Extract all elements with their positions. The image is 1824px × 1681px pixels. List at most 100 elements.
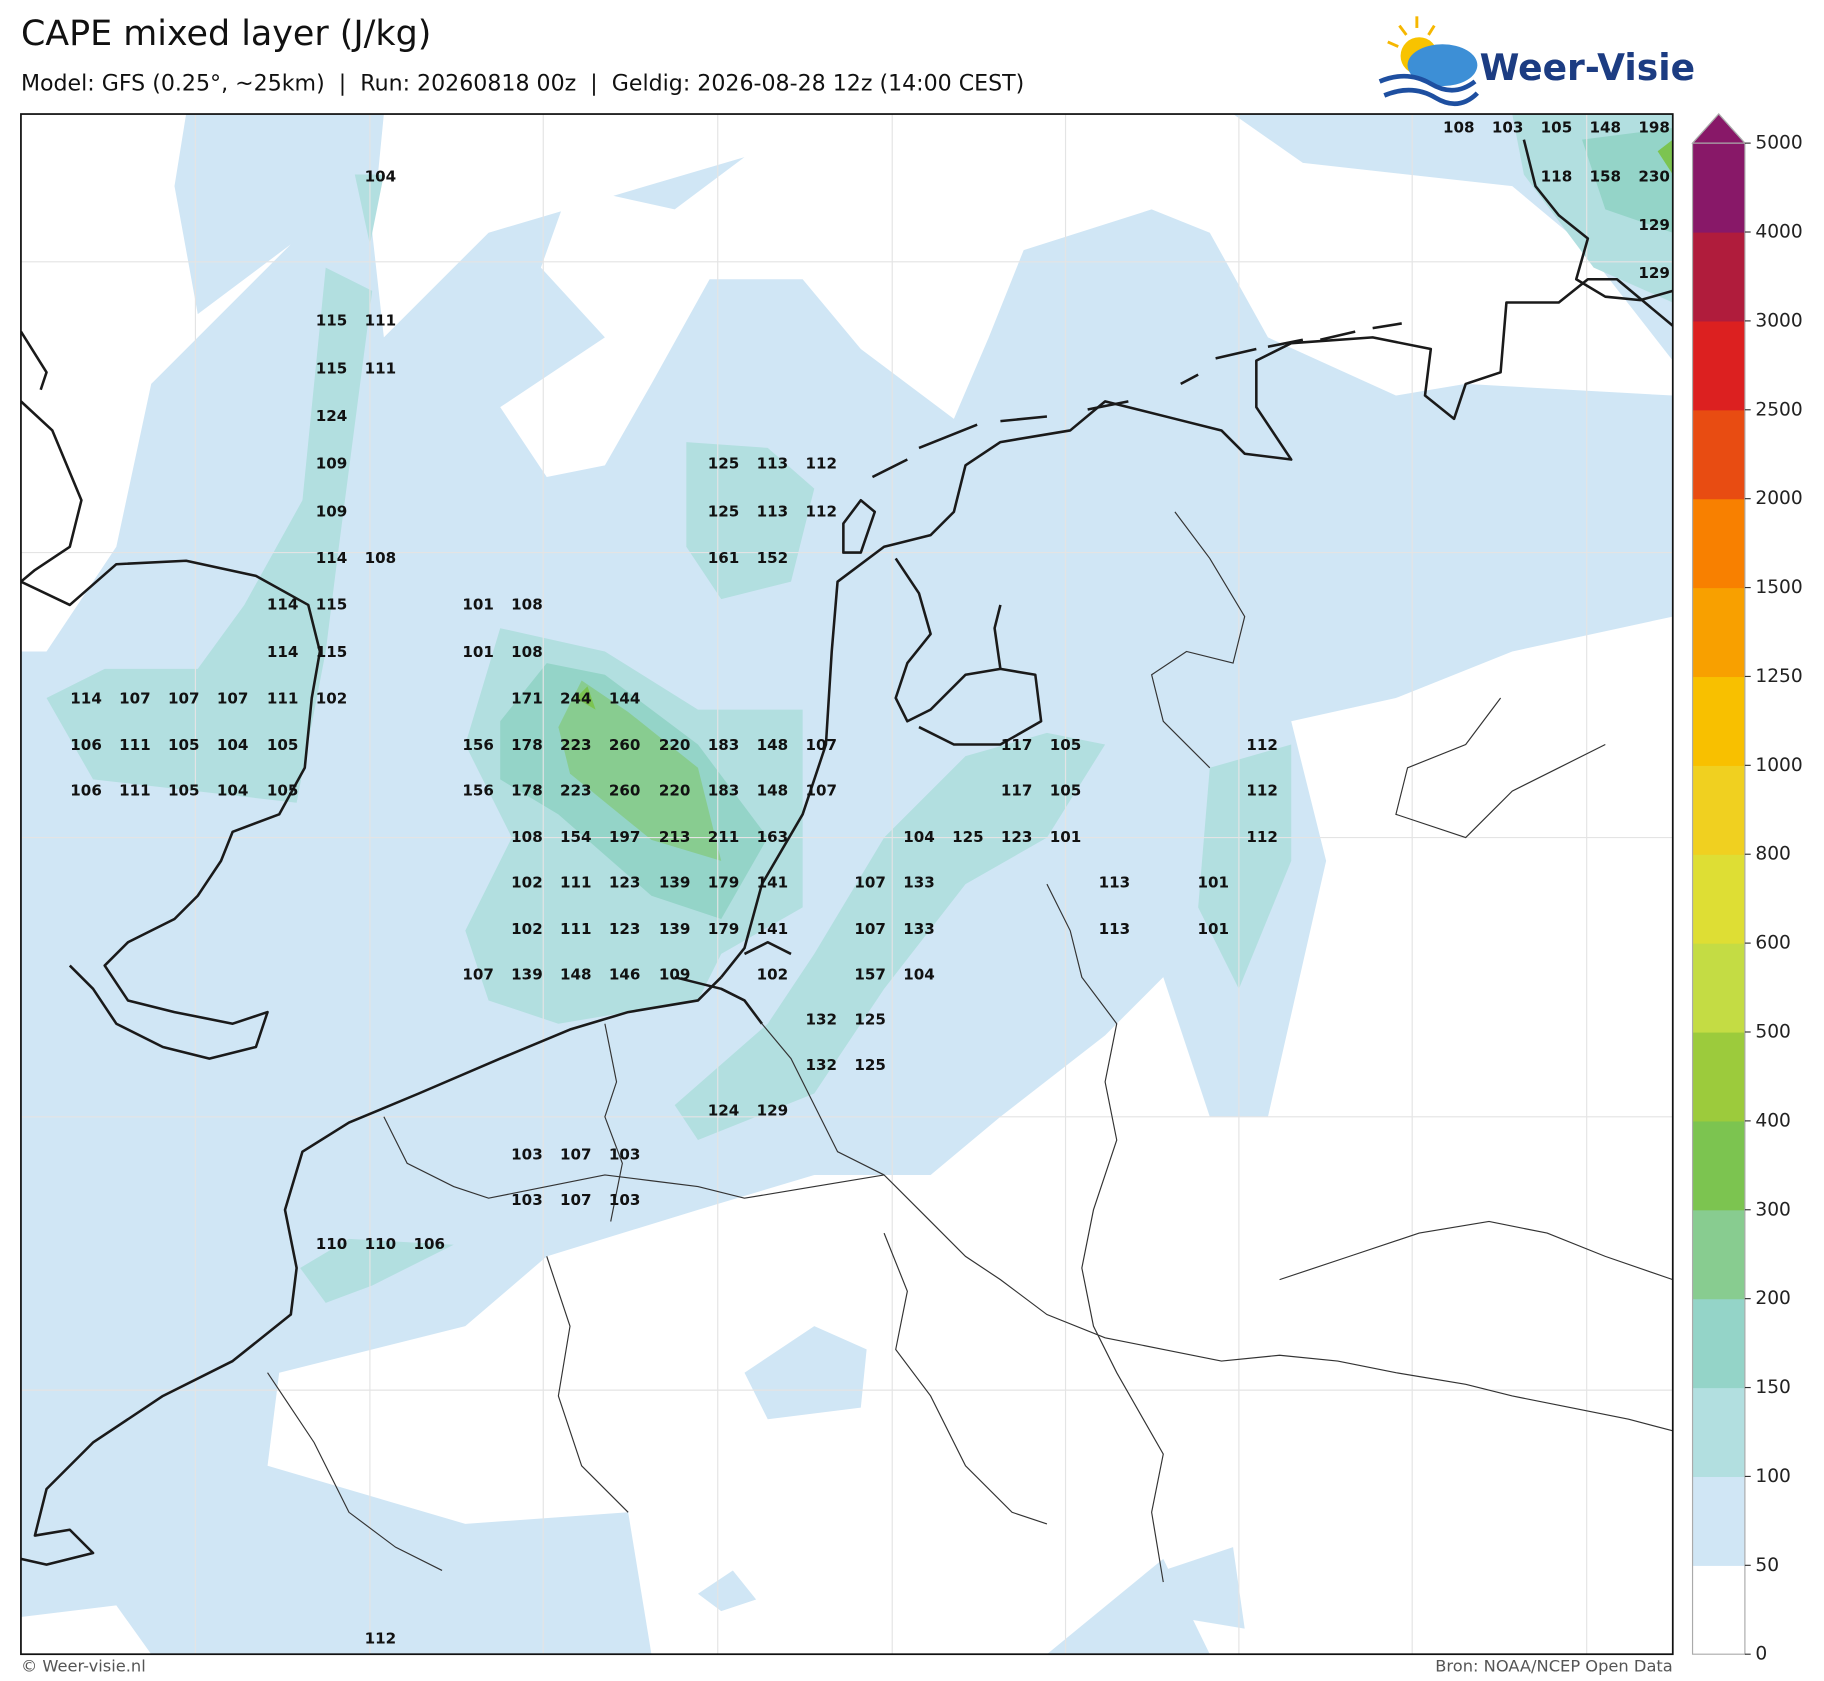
cape-value-label: 118 [1541, 167, 1573, 185]
colorbar-tick-label: 600 [1755, 933, 1791, 954]
title: CAPE mixed layer (J/kg) [21, 14, 431, 54]
colorbar-segment [1692, 1298, 1745, 1389]
cape-value-label: 113 [757, 455, 789, 473]
colorbar-tick-label: 5000 [1755, 133, 1802, 154]
cape-value-label: 171 [511, 690, 543, 708]
cape-value-label: 197 [609, 828, 641, 846]
cape-value-label: 148 [757, 782, 789, 800]
cape-value-label: 108 [365, 549, 397, 567]
cape-value-label: 110 [365, 1235, 397, 1253]
colorbar-segment [1692, 1387, 1745, 1478]
cape-value-label: 107 [560, 1191, 592, 1209]
cape-value-label: 114 [70, 690, 102, 708]
cape-value-label: 141 [757, 920, 789, 938]
map-frame [20, 113, 1674, 1656]
cape-value-label: 112 [805, 455, 837, 473]
colorbar-segment [1692, 943, 1745, 1033]
cape-value-label: 141 [757, 873, 789, 891]
cape-value-label: 161 [708, 549, 740, 567]
colorbar-tick-label: 1000 [1755, 755, 1802, 776]
cape-value-label: 107 [462, 965, 494, 983]
cape-value-label: 178 [511, 782, 543, 800]
colorbar-segment [1692, 232, 1745, 322]
low-cape-areas [20, 114, 1673, 1655]
cape-value-label: 125 [708, 455, 740, 473]
cape-value-label: 152 [757, 549, 789, 567]
cape-value-label: 220 [659, 736, 691, 754]
cape-value-label: 112 [805, 502, 837, 520]
cape-value-label: 103 [1492, 119, 1524, 137]
cape-value-label: 104 [365, 167, 397, 185]
colorbar-tick-label: 500 [1755, 1021, 1791, 1042]
cape-value-label: 117 [1001, 736, 1033, 754]
cape-value-label: 113 [1099, 920, 1131, 938]
cape-value-label: 139 [659, 873, 691, 891]
cape-value-label: 107 [805, 736, 837, 754]
cape-value-label: 220 [659, 782, 691, 800]
cape-value-label: 101 [1198, 920, 1230, 938]
cape-value-label: 111 [365, 359, 397, 377]
cape-value-label: 115 [316, 595, 348, 613]
cape-value-label: 115 [316, 312, 348, 330]
cape-value-label: 117 [1001, 782, 1033, 800]
cape-value-label: 102 [511, 920, 543, 938]
cape-value-label: 114 [267, 643, 299, 661]
low-cape-patches [697, 1326, 1245, 1629]
colorbar-tick-label: 50 [1755, 1555, 1779, 1576]
cape-value-label: 107 [168, 690, 200, 708]
cape-value-label: 129 [1638, 264, 1670, 282]
cape-value-label: 109 [659, 965, 691, 983]
cape-value-label: 124 [708, 1101, 740, 1119]
footer-right: Bron: NOAA/NCEP Open Data [1435, 1657, 1673, 1676]
borders [267, 511, 1673, 1583]
cape-value-label: 139 [659, 920, 691, 938]
cape-value-label: 156 [462, 736, 494, 754]
colorbar-tick-label: 150 [1755, 1377, 1791, 1398]
cape-value-label: 112 [1246, 828, 1278, 846]
cape-value-label: 125 [708, 502, 740, 520]
colorbar-segment [1692, 854, 1745, 944]
cape-value-label: 260 [609, 782, 641, 800]
cape-value-label: 179 [708, 873, 740, 891]
cape-value-label: 223 [560, 736, 592, 754]
cape-value-label: 115 [316, 643, 348, 661]
cape-value-label: 105 [1541, 119, 1573, 137]
colorbar-segment [1692, 409, 1745, 500]
cape-value-label: 113 [1099, 873, 1131, 891]
colorbar-tick-label: 0 [1755, 1644, 1767, 1665]
cape-value-label: 102 [316, 690, 348, 708]
cape-value-label: 129 [757, 1101, 789, 1119]
cape-value-label: 123 [609, 873, 641, 891]
cape-value-label: 107 [217, 690, 249, 708]
cape-value-label: 260 [609, 736, 641, 754]
colorbar: 0 50 100 150 200 300 400 500 600 800 1000 1250 1500 2… [1691, 113, 1803, 1665]
cape-value-label: 105 [168, 736, 200, 754]
cape-value-label: 111 [560, 873, 592, 891]
cape-value-label: 198 [1638, 119, 1670, 137]
colorbar-segment [1692, 1120, 1745, 1211]
colorbar-tick-label: 300 [1755, 1199, 1791, 1220]
colorbar-segment [1692, 587, 1745, 678]
cape-value-label: 114 [316, 549, 348, 567]
cape-value-label: 144 [609, 690, 641, 708]
subtitle: Model: GFS (0.25°, ~25km) | Run: 2026081… [21, 70, 1024, 96]
cape-value-label: 124 [316, 407, 348, 425]
cape-value-label: 156 [462, 782, 494, 800]
cape-value-label: 183 [708, 736, 740, 754]
cape-value-label: 213 [659, 828, 691, 846]
cape-value-label: 103 [609, 1146, 641, 1164]
cape-value-label: 158 [1590, 167, 1622, 185]
colorbar-tick-label: 400 [1755, 1110, 1791, 1131]
cape-value-label: 139 [511, 965, 543, 983]
colorbar-tick-label: 3000 [1755, 310, 1802, 331]
cape-value-label: 101 [1050, 828, 1082, 846]
cape-value-label: 129 [1638, 216, 1670, 234]
cape-value-label: 103 [609, 1191, 641, 1209]
cape-value-label: 211 [708, 828, 740, 846]
logo-text: Weer-Visie [1480, 47, 1695, 89]
coastlines [20, 139, 1673, 1566]
cape-value-label: 114 [267, 595, 299, 613]
cape-value-label: 112 [1246, 736, 1278, 754]
cape-value-label: 123 [1001, 828, 1033, 846]
